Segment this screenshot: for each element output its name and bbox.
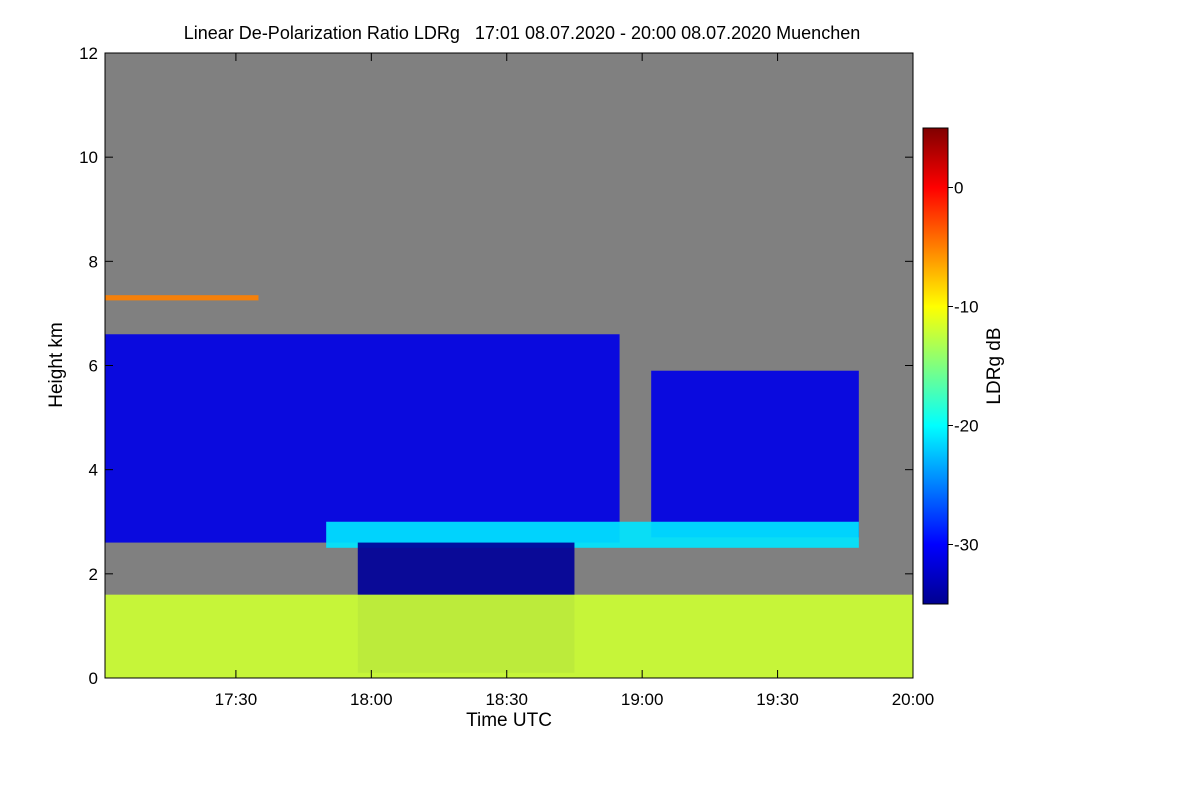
y-tick-label-3: 6	[89, 357, 98, 376]
y-tick-label-2: 4	[89, 461, 98, 480]
x-axis: 17:30 18:00 18:30 19:00 19:30 20:00	[215, 53, 935, 709]
y-tick-label-0: 0	[89, 669, 98, 688]
y-axis-label: Height km	[46, 322, 67, 408]
data-layer	[105, 295, 913, 678]
x-tick-label-2: 18:30	[485, 690, 528, 709]
y-tick-label-6: 12	[79, 44, 98, 63]
y-tick-label-4: 8	[89, 252, 98, 271]
colorbar-tick-label-2: -20	[954, 417, 979, 436]
x-axis-label: Time UTC	[466, 710, 552, 731]
y-tick-label-5: 10	[79, 148, 98, 167]
x-tick-label-3: 19:00	[621, 690, 664, 709]
colorbar-axis: 0 -10 -20 -30	[948, 179, 979, 555]
data-region-2	[651, 370, 859, 538]
colorbar-label: LDRg dB	[984, 327, 1005, 404]
x-tick-label-0: 17:30	[215, 690, 258, 709]
colorbar-tick-label-0: 0	[954, 179, 963, 198]
chart-title: Linear De-Polarization Ratio LDRg 17:01 …	[184, 23, 860, 43]
colorbar	[922, 127, 949, 605]
colorbar-tick-label-1: -10	[954, 298, 979, 317]
data-region-0	[105, 295, 259, 301]
x-tick-label-4: 19:30	[756, 690, 799, 709]
y-tick-label-1: 2	[89, 565, 98, 584]
y-axis: 0 2 4 6 8 10 12	[79, 44, 913, 688]
x-tick-label-5: 20:00	[892, 690, 935, 709]
data-region-5	[105, 594, 913, 678]
colorbar-tick-label-3: -30	[954, 536, 979, 555]
data-region-1	[105, 334, 620, 543]
x-tick-label-1: 18:00	[350, 690, 393, 709]
